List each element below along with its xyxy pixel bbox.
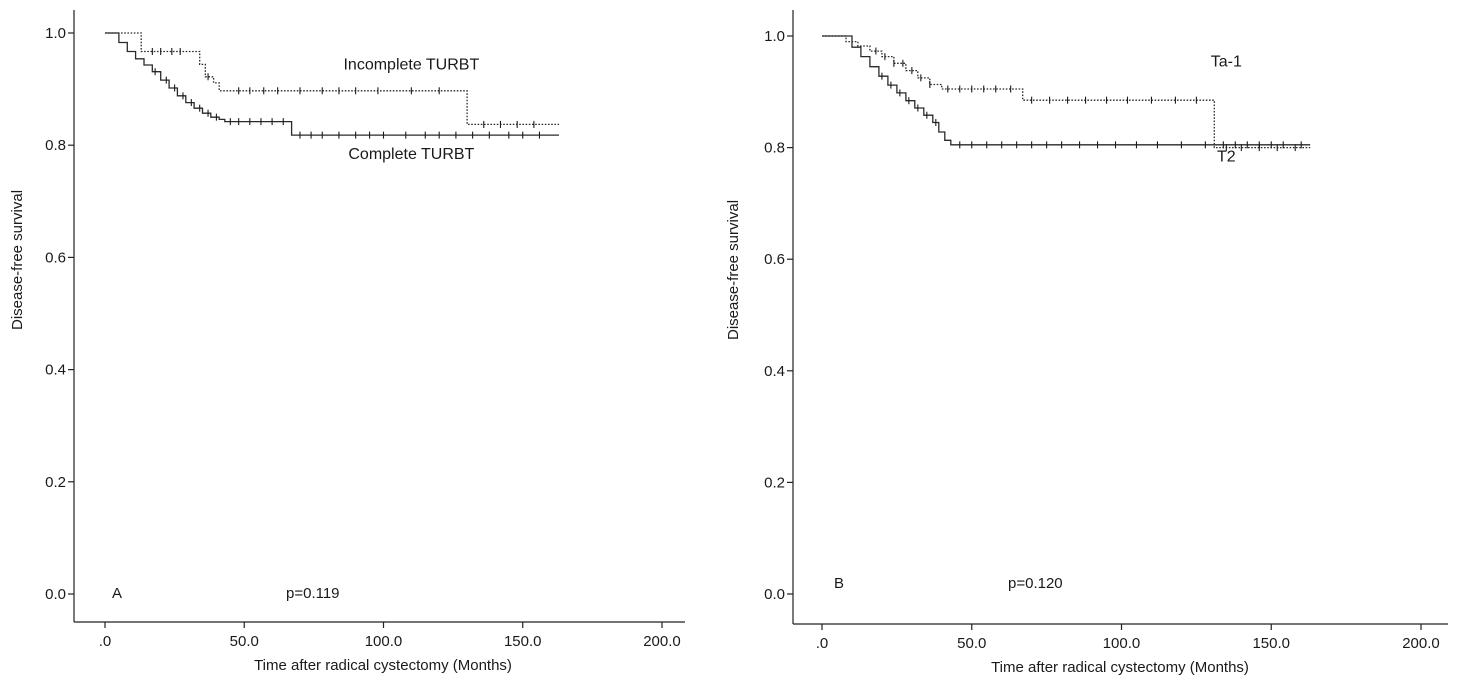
y-tick-label: 0.4 — [764, 363, 785, 380]
series-label-incomplete-turbt: Incomplete TURBT — [343, 56, 479, 73]
x-tick-label: 200.0 — [643, 633, 681, 650]
y-tick-label: 0.0 — [764, 586, 785, 603]
x-tick-label: .0 — [816, 635, 829, 652]
y-tick-label: 0.0 — [45, 586, 66, 603]
panel-a: Disease-free survival Time after radical… — [9, 10, 685, 674]
y-tick-label: 0.8 — [45, 137, 66, 154]
x-axis-title: Time after radical cystectomy (Months) — [991, 659, 1249, 676]
y-tick-label: 0.2 — [45, 474, 66, 491]
y-tick-label: 0.2 — [764, 474, 785, 491]
series-line-complete-turbt — [105, 32, 559, 136]
y-tick-label: 0.8 — [764, 140, 785, 157]
series-label-t2: T2 — [1217, 149, 1236, 166]
x-tick-label: .0 — [99, 633, 112, 650]
x-tick-label: 50.0 — [957, 635, 986, 652]
y-tick-label: 0.4 — [45, 362, 66, 379]
panel-letter: B — [834, 575, 844, 592]
y-tick-label: 0.6 — [45, 249, 66, 266]
y-tick-label: 1.0 — [45, 25, 66, 42]
p-value-annotation: p=0.120 — [1008, 575, 1063, 592]
series-line-incomplete-turbt — [105, 32, 559, 126]
x-tick-label: 150.0 — [1252, 635, 1290, 652]
p-value-annotation: p=0.119 — [286, 585, 340, 602]
series-line-ta-1 — [822, 35, 1311, 149]
y-tick-label: 1.0 — [764, 28, 785, 45]
x-tick-label: 200.0 — [1402, 635, 1440, 652]
panel-b: Disease-free survival Time after radical… — [725, 10, 1448, 676]
x-tick-label: 100.0 — [365, 633, 403, 650]
x-tick-label: 150.0 — [504, 633, 542, 650]
series-line-t2 — [822, 35, 1311, 146]
y-axis-title: Disease-free survival — [9, 190, 26, 330]
y-tick-label: 0.6 — [764, 251, 785, 268]
x-axis-title: Time after radical cystectomy (Months) — [254, 657, 512, 674]
x-tick-label: 100.0 — [1103, 635, 1141, 652]
panel-letter: A — [112, 585, 122, 602]
series-label-complete-turbt: Complete TURBT — [348, 146, 474, 163]
series-label-ta-1: Ta-1 — [1211, 54, 1242, 71]
y-axis-title: Disease-free survival — [725, 200, 742, 340]
x-tick-label: 50.0 — [230, 633, 259, 650]
